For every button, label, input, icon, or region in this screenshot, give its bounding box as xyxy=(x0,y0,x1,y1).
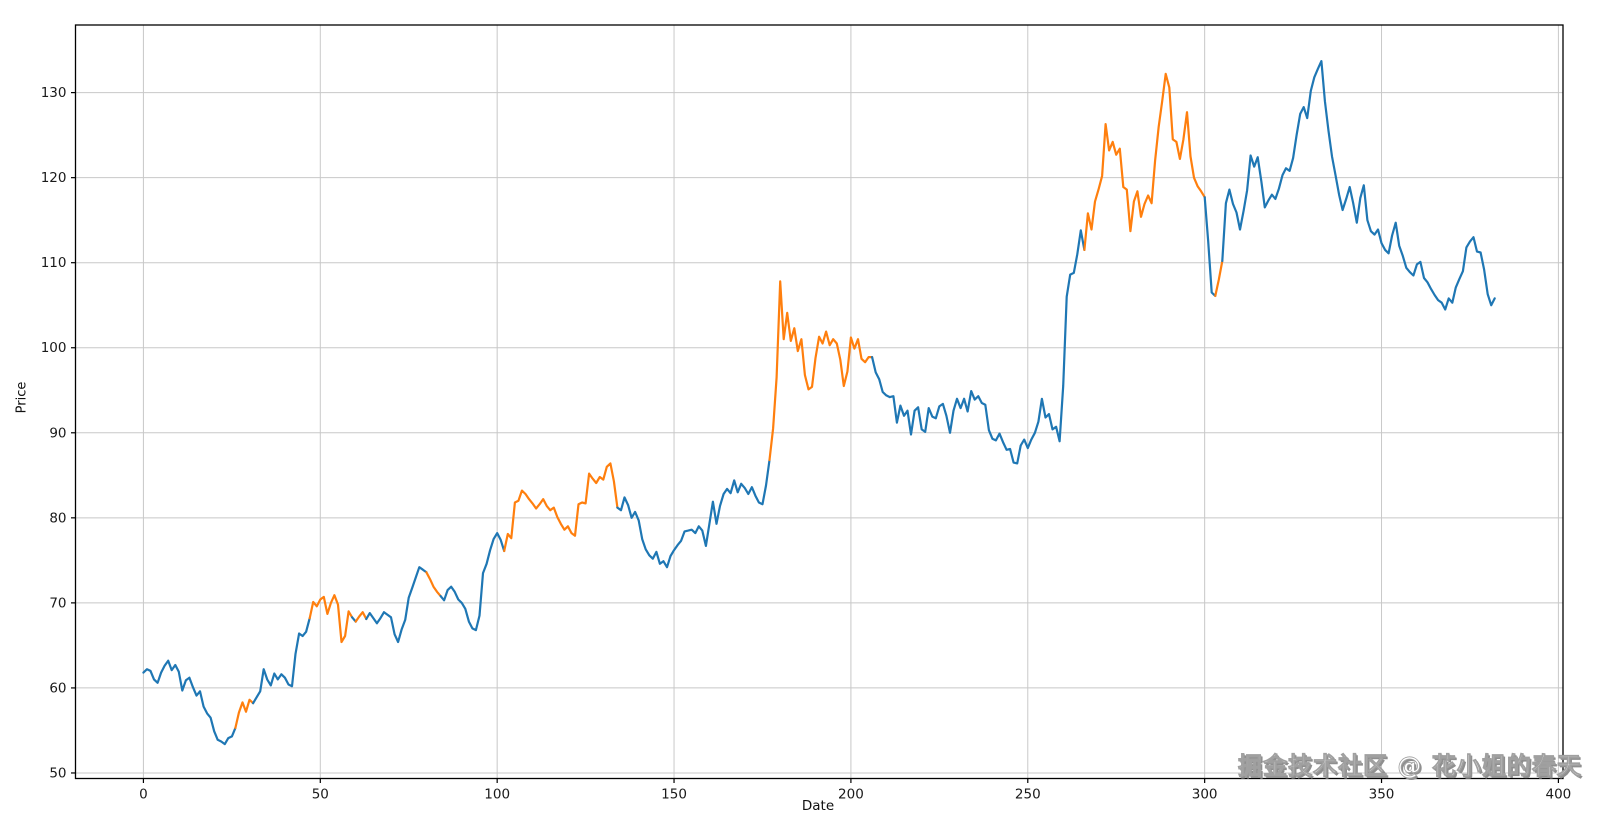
x-tick-label: 400 xyxy=(1546,787,1572,803)
y-tick-label: 100 xyxy=(41,340,67,356)
price-line-segment-highlight xyxy=(425,571,442,598)
x-tick-label: 200 xyxy=(838,787,864,803)
y-tick-label: 90 xyxy=(49,425,66,441)
y-tick-label: 80 xyxy=(49,510,66,526)
x-tick-label: 250 xyxy=(1015,787,1041,803)
price-line-segment xyxy=(142,659,237,746)
price-line-segment-highlight xyxy=(768,280,874,462)
price-line-segment-highlight xyxy=(503,462,619,553)
x-tick-label: 0 xyxy=(139,787,148,803)
y-tick-label: 60 xyxy=(49,680,66,696)
x-tick-label: 100 xyxy=(484,787,510,803)
plot-border xyxy=(74,24,1564,780)
y-tick-label: 50 xyxy=(49,765,66,781)
x-tick-label: 300 xyxy=(1192,787,1218,803)
y-tick-label: 130 xyxy=(41,85,67,101)
x-axis-label: Date xyxy=(801,798,835,814)
x-tick-label: 350 xyxy=(1369,787,1395,803)
x-tick-label: 50 xyxy=(312,787,329,803)
x-tick-label: 150 xyxy=(661,787,687,803)
y-tick-label: 120 xyxy=(41,170,67,186)
y-tick-label: 110 xyxy=(41,255,67,271)
y-tick-label: 70 xyxy=(49,595,66,611)
price-line-segment-highlight xyxy=(234,698,255,729)
price-line-segment-highlight xyxy=(354,611,368,623)
price-line-segment xyxy=(439,532,506,632)
price-line-segment-highlight xyxy=(1214,259,1224,297)
price-line-segment xyxy=(1221,60,1496,311)
price-line-segment xyxy=(616,458,771,569)
watermark: 掘金技术社区 @ 花小姐的春天 xyxy=(1238,752,1582,781)
price-line-segment xyxy=(252,617,311,705)
price-line-segment-highlight xyxy=(1083,72,1206,251)
price-line-segment xyxy=(365,566,428,644)
price-line-segment xyxy=(1203,196,1217,297)
price-line-segment-highlight xyxy=(308,594,354,644)
y-axis-label: Price xyxy=(14,381,30,414)
price-line-segment xyxy=(871,229,1086,465)
